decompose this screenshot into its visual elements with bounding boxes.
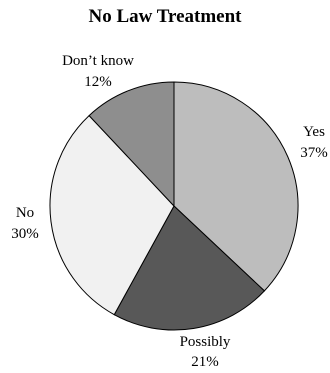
pie-slice-no (49, 114, 175, 316)
slice-value-label: 37% (300, 145, 328, 161)
pie-slice-don-t-know (88, 81, 175, 208)
pie-slices (49, 81, 299, 331)
slice-category-label: Possibly (180, 334, 231, 350)
slice-value-label: 12% (84, 74, 112, 90)
chart-title: No Law Treatment (88, 6, 242, 27)
pie-slice-possibly (113, 205, 266, 331)
pie-slice-yes (173, 81, 299, 292)
slice-category-label: Don’t know (62, 53, 134, 69)
slice-category-label: Yes (303, 124, 325, 140)
pie-labels: Yes 37% Possibly 21% No 30% Don’t know 12% (11, 53, 328, 370)
slice-category-label: No (16, 205, 34, 221)
slice-value-label: 21% (191, 354, 219, 370)
slice-value-label: 30% (11, 226, 39, 242)
